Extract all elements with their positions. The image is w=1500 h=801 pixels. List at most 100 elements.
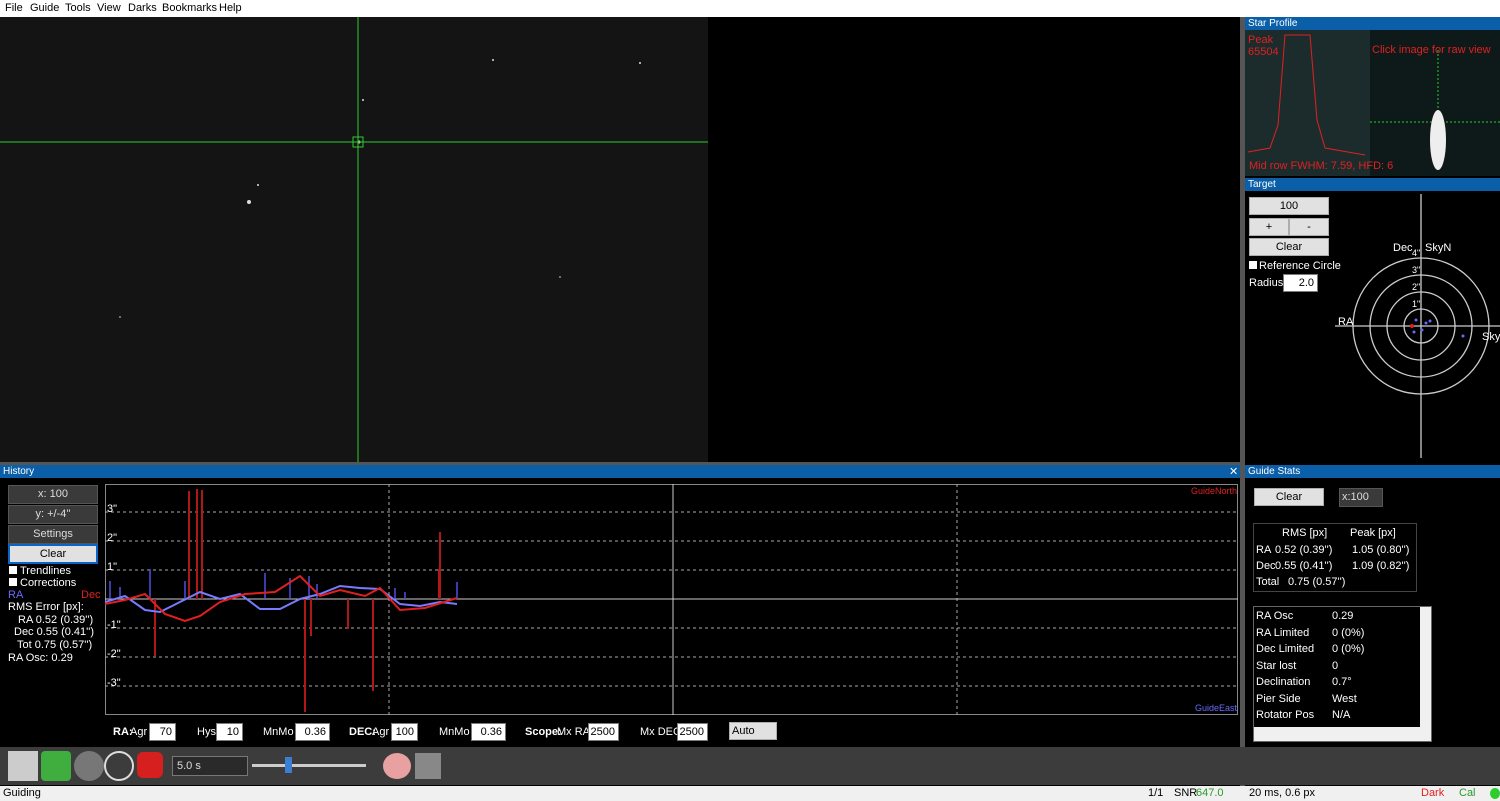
status-led bbox=[1490, 788, 1500, 799]
input[interactable]: 2500 bbox=[588, 723, 619, 741]
scale-dropdown[interactable]: 100 bbox=[1249, 197, 1329, 215]
label: Mx RA bbox=[557, 726, 590, 738]
menu-item[interactable]: Help bbox=[219, 2, 242, 14]
label: Scope: bbox=[525, 726, 562, 738]
camera-frame bbox=[0, 17, 708, 462]
status-text: Guiding bbox=[3, 787, 41, 799]
ref-circle-label: Reference Circle bbox=[1259, 260, 1341, 272]
info-value: N/A bbox=[1332, 709, 1351, 721]
y-scale[interactable]: y: +/-4'' bbox=[8, 505, 98, 524]
info-value: 0 bbox=[1332, 659, 1339, 672]
menu-bar: File Guide Tools View Darks Bookmarks He… bbox=[0, 0, 1500, 17]
label: DEC: bbox=[349, 726, 376, 738]
info-value: 0.29 bbox=[1332, 610, 1354, 622]
label: MnMo bbox=[263, 726, 294, 738]
clear-button[interactable]: Clear bbox=[8, 544, 98, 564]
label: RA: bbox=[113, 726, 133, 738]
snr-label: SNR bbox=[1174, 787, 1198, 799]
y-label: -1" bbox=[107, 619, 121, 631]
close-button[interactable]: ✕ bbox=[1229, 466, 1239, 478]
cell: 0.75 (0.57'') bbox=[1288, 576, 1346, 588]
input[interactable]: 100 bbox=[391, 723, 418, 741]
status-bar: Guiding 1/1 SNR 647.0 20 ms, 0.6 px Dark… bbox=[0, 786, 1500, 801]
info-label: Declination bbox=[1256, 676, 1311, 688]
peak-label: Peak bbox=[1248, 34, 1274, 46]
trendlines-label: Trendlines bbox=[20, 565, 71, 577]
ring-label: 3" bbox=[1412, 265, 1421, 275]
menu-item[interactable]: Guide bbox=[30, 2, 60, 14]
info-value: 0 (0%) bbox=[1332, 643, 1365, 655]
mode-dropdown[interactable]: Auto bbox=[729, 722, 777, 740]
checkbox[interactable] bbox=[9, 578, 17, 586]
checkbox[interactable] bbox=[9, 566, 17, 574]
label: Mx DEC bbox=[640, 726, 681, 738]
y-label: 1" bbox=[107, 561, 118, 573]
minus-button[interactable]: - bbox=[1289, 218, 1329, 236]
input[interactable]: 0.36 bbox=[471, 723, 506, 741]
menu-item[interactable]: Tools bbox=[65, 2, 91, 14]
checkbox[interactable] bbox=[1249, 261, 1257, 269]
cell: Dec bbox=[1256, 560, 1276, 572]
menu-item[interactable]: Darks bbox=[128, 2, 157, 14]
cell: 0.52 (0.39'') bbox=[1275, 544, 1333, 556]
ring-label: 4" bbox=[1412, 248, 1421, 258]
ra-legend: RA bbox=[8, 589, 24, 601]
camera-view[interactable] bbox=[0, 17, 1240, 462]
loop-button[interactable] bbox=[8, 751, 38, 781]
clear-button[interactable]: Clear bbox=[1249, 238, 1329, 256]
cell: 1.05 (0.80'') bbox=[1352, 544, 1410, 556]
slider[interactable] bbox=[252, 764, 366, 767]
cell: 0.55 (0.41'') bbox=[1275, 560, 1333, 572]
guide-east: GuideEast bbox=[1195, 703, 1238, 713]
info-label: Dec Limited bbox=[1256, 643, 1315, 655]
slider-thumb[interactable] bbox=[285, 757, 292, 773]
rms-row: RA 0.52 (0.39'') bbox=[18, 614, 94, 626]
scrollbar[interactable] bbox=[1420, 607, 1431, 741]
radius-label: Radius: bbox=[1249, 277, 1287, 289]
clear-button[interactable]: Clear bbox=[1254, 488, 1324, 506]
input[interactable]: 70 bbox=[149, 723, 176, 741]
menu-item[interactable]: File bbox=[5, 2, 23, 14]
info-value: West bbox=[1332, 692, 1357, 705]
scrollbar[interactable] bbox=[1254, 727, 1431, 741]
fwhm: Mid row FWHM: 7.59, HFD: 6 bbox=[1249, 160, 1394, 172]
scale-dropdown[interactable]: x:100 bbox=[1339, 488, 1383, 507]
y-label: -2" bbox=[107, 648, 121, 660]
plus-button[interactable]: + bbox=[1249, 218, 1289, 236]
star-box bbox=[352, 136, 364, 148]
axis-label: RA bbox=[1338, 316, 1354, 328]
loop-icon[interactable] bbox=[41, 751, 71, 781]
menu-item[interactable]: Bookmarks bbox=[162, 2, 218, 14]
guide-north: GuideNorth bbox=[1191, 486, 1238, 496]
info-label: RA Limited bbox=[1256, 626, 1310, 639]
corrections-label: Corrections bbox=[20, 577, 77, 589]
label: Agr bbox=[130, 726, 148, 738]
y-label: 3" bbox=[107, 503, 118, 515]
exposure-dropdown[interactable]: 5.0 s bbox=[172, 756, 248, 776]
y-label: -3" bbox=[107, 677, 121, 689]
input[interactable]: 10 bbox=[216, 723, 243, 741]
panel-title: Star Profile bbox=[1245, 17, 1500, 30]
x-scale[interactable]: x: 100 bbox=[8, 485, 98, 504]
history-graph bbox=[105, 484, 1238, 715]
brain-button[interactable] bbox=[383, 753, 411, 779]
axis-label: SkyE bbox=[1482, 331, 1500, 343]
stop-button[interactable] bbox=[137, 752, 163, 778]
star-profile[interactable] bbox=[1245, 30, 1500, 176]
cell: RA bbox=[1256, 544, 1272, 556]
input[interactable]: 2500 bbox=[677, 723, 708, 741]
radius-input[interactable]: 2.0 bbox=[1283, 274, 1318, 292]
snr-value: 647.0 bbox=[1196, 787, 1224, 799]
star-button[interactable] bbox=[74, 751, 104, 781]
info-label: Star lost bbox=[1256, 659, 1297, 672]
y-label: 2" bbox=[107, 532, 118, 544]
panel-title: Target bbox=[1245, 178, 1500, 191]
rms-title: RMS Error [px]: bbox=[8, 601, 84, 613]
guide-button[interactable] bbox=[104, 751, 134, 781]
tool-button[interactable] bbox=[415, 753, 441, 779]
settings[interactable]: Settings bbox=[8, 525, 98, 544]
input[interactable]: 0.36 bbox=[295, 723, 330, 741]
menu-item[interactable]: View bbox=[97, 2, 121, 14]
toolbar: 5.0 s bbox=[0, 747, 1500, 785]
